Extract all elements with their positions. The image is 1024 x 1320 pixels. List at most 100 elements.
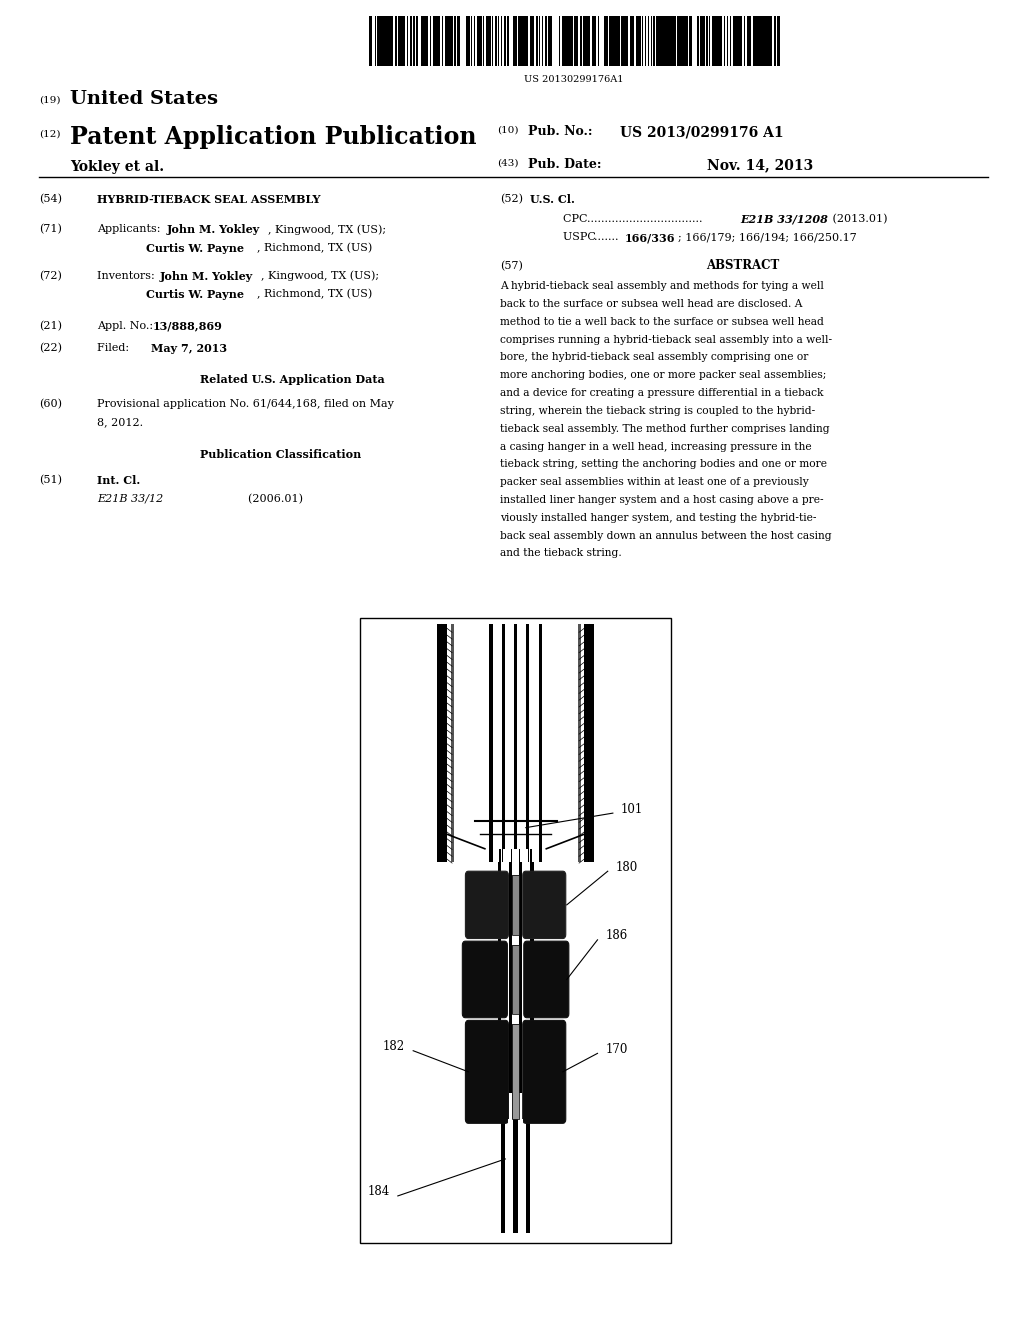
Text: (22): (22) bbox=[39, 343, 61, 354]
Text: Filed:: Filed: bbox=[97, 343, 158, 354]
Text: packer seal assemblies within at least one of a previously: packer seal assemblies within at least o… bbox=[500, 477, 809, 487]
Text: , Kingwood, TX (US);: , Kingwood, TX (US); bbox=[268, 224, 386, 235]
Bar bbox=[451, 624, 454, 862]
Bar bbox=[754, 16, 756, 66]
Bar bbox=[615, 16, 618, 66]
Bar bbox=[515, 16, 517, 66]
Text: U.S. Cl.: U.S. Cl. bbox=[530, 194, 575, 205]
Text: E21B 33/1208: E21B 33/1208 bbox=[740, 214, 828, 224]
Bar bbox=[532, 624, 536, 862]
Bar bbox=[437, 624, 447, 862]
Bar bbox=[508, 1119, 511, 1233]
Bar bbox=[703, 16, 705, 66]
Text: US 20130299176A1: US 20130299176A1 bbox=[523, 75, 624, 84]
Bar bbox=[433, 16, 436, 66]
Bar bbox=[624, 16, 627, 66]
Bar bbox=[514, 624, 517, 862]
Text: Patent Application Publication: Patent Application Publication bbox=[70, 125, 476, 149]
Bar bbox=[512, 1024, 519, 1119]
Bar bbox=[457, 16, 460, 66]
Bar bbox=[530, 16, 534, 66]
Text: (19): (19) bbox=[39, 95, 60, 104]
Bar bbox=[653, 16, 655, 66]
Bar bbox=[584, 624, 594, 862]
Bar bbox=[512, 875, 519, 935]
Bar bbox=[369, 16, 372, 66]
Text: US 2013/0299176 A1: US 2013/0299176 A1 bbox=[620, 125, 783, 140]
Text: Curtis W. Payne: Curtis W. Payne bbox=[146, 243, 245, 253]
Text: Appl. No.:: Appl. No.: bbox=[97, 321, 157, 331]
Text: (10): (10) bbox=[497, 125, 518, 135]
Bar bbox=[633, 16, 635, 66]
Bar bbox=[512, 945, 519, 1014]
Bar bbox=[697, 16, 699, 66]
Text: viously installed hanger system, and testing the hybrid-tie-: viously installed hanger system, and tes… bbox=[500, 512, 816, 523]
Bar bbox=[647, 16, 649, 66]
Bar bbox=[545, 16, 548, 66]
Bar bbox=[519, 849, 522, 1093]
Bar bbox=[656, 16, 659, 66]
Bar bbox=[514, 849, 518, 1093]
Bar bbox=[512, 1024, 519, 1119]
Bar bbox=[398, 16, 400, 66]
Text: tieback string, setting the anchoring bodies and one or more: tieback string, setting the anchoring bo… bbox=[500, 459, 826, 470]
Text: comprises running a hybrid-tieback seal assembly into a well-: comprises running a hybrid-tieback seal … bbox=[500, 335, 831, 345]
Bar bbox=[712, 16, 715, 66]
Bar bbox=[568, 16, 570, 66]
Bar bbox=[526, 624, 529, 862]
Bar bbox=[663, 16, 665, 66]
Bar bbox=[668, 16, 671, 66]
Bar bbox=[565, 16, 568, 66]
Bar bbox=[571, 16, 572, 66]
Bar bbox=[659, 16, 663, 66]
Text: Applicants:: Applicants: bbox=[97, 224, 161, 235]
Bar bbox=[502, 624, 505, 862]
Text: (2013.01): (2013.01) bbox=[829, 214, 888, 224]
Bar bbox=[680, 16, 683, 66]
Text: Int. Cl.: Int. Cl. bbox=[97, 475, 140, 486]
FancyBboxPatch shape bbox=[465, 871, 508, 939]
Bar bbox=[480, 16, 481, 66]
Bar bbox=[603, 16, 606, 66]
Text: 184: 184 bbox=[368, 1185, 390, 1199]
Bar bbox=[498, 849, 501, 1093]
Text: back to the surface or subsea well head are disclosed. A: back to the surface or subsea well head … bbox=[500, 300, 802, 309]
Text: Related U.S. Application Data: Related U.S. Application Data bbox=[200, 374, 384, 384]
Bar bbox=[580, 16, 582, 66]
Bar bbox=[389, 16, 392, 66]
Bar bbox=[715, 16, 718, 66]
Bar bbox=[530, 849, 534, 1093]
Bar bbox=[518, 16, 521, 66]
Bar bbox=[748, 16, 751, 66]
Text: bore, the hybrid-tieback seal assembly comprising one or: bore, the hybrid-tieback seal assembly c… bbox=[500, 352, 808, 363]
Bar bbox=[536, 16, 538, 66]
Text: John M. Yokley: John M. Yokley bbox=[160, 271, 253, 281]
FancyBboxPatch shape bbox=[524, 941, 569, 1018]
Text: John M. Yokley: John M. Yokley bbox=[167, 224, 260, 235]
Bar bbox=[578, 624, 581, 862]
Text: Inventors:: Inventors: bbox=[97, 271, 159, 281]
Text: (60): (60) bbox=[39, 399, 61, 409]
Bar bbox=[454, 16, 457, 66]
Text: (51): (51) bbox=[39, 475, 61, 486]
Bar bbox=[583, 16, 586, 66]
Text: back seal assembly down an annulus between the host casing: back seal assembly down an annulus betwe… bbox=[500, 531, 831, 541]
Text: HYBRID-TIEBACK SEAL ASSEMBLY: HYBRID-TIEBACK SEAL ASSEMBLY bbox=[97, 194, 321, 205]
Text: (43): (43) bbox=[497, 158, 518, 168]
Text: May 7, 2013: May 7, 2013 bbox=[151, 343, 226, 354]
Text: Curtis W. Payne: Curtis W. Payne bbox=[146, 289, 245, 300]
Text: a casing hanger in a well head, increasing pressure in the: a casing hanger in a well head, increasi… bbox=[500, 441, 811, 451]
Text: (54): (54) bbox=[39, 194, 61, 205]
Bar bbox=[526, 1119, 530, 1233]
Text: USPC: USPC bbox=[563, 232, 600, 243]
Bar bbox=[683, 16, 686, 66]
Bar bbox=[622, 16, 625, 66]
Bar bbox=[762, 16, 765, 66]
Bar bbox=[508, 624, 511, 862]
Bar bbox=[562, 16, 565, 66]
Bar bbox=[378, 16, 380, 66]
Text: 13/888,869: 13/888,869 bbox=[153, 321, 222, 331]
Bar bbox=[386, 16, 389, 66]
Bar bbox=[521, 16, 524, 66]
Text: (57): (57) bbox=[500, 261, 522, 272]
